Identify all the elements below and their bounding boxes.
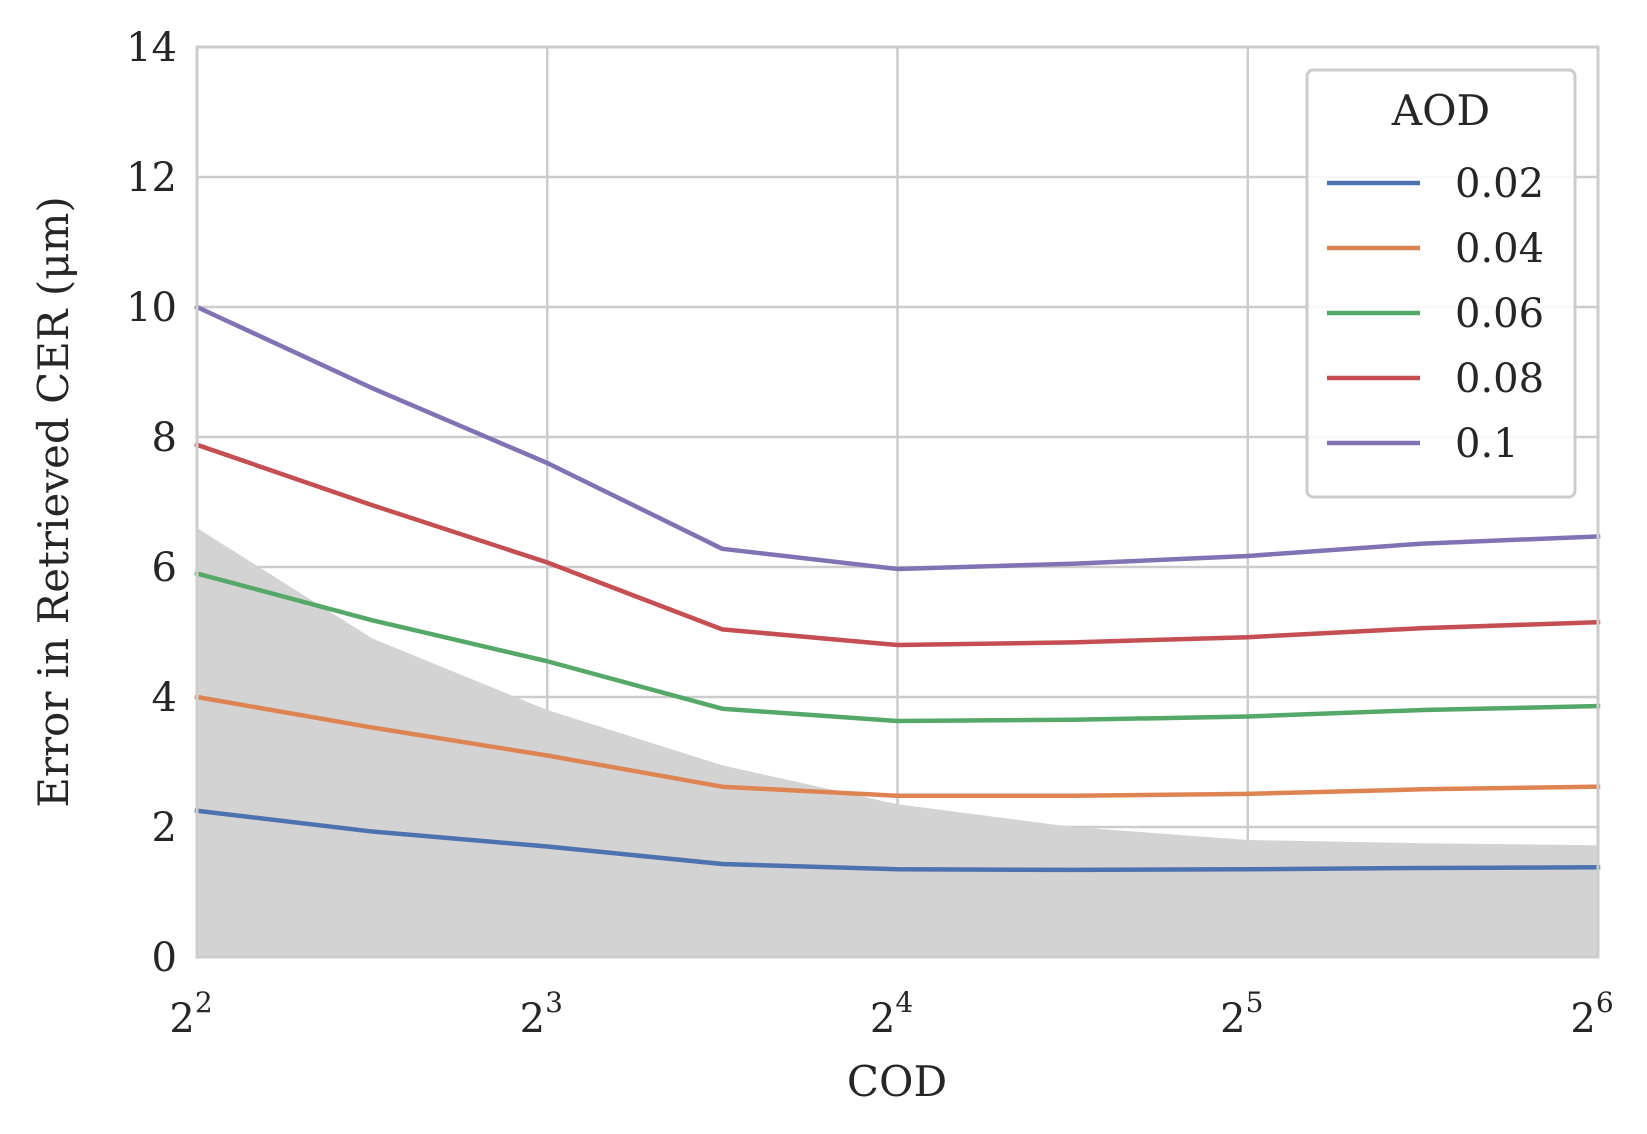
- legend-title: AOD: [1391, 86, 1490, 135]
- series-layer: [194, 304, 1601, 873]
- y-tick-label: 0: [152, 935, 177, 981]
- x-tick-label: 23: [520, 986, 563, 1042]
- legend-label: 0.04: [1455, 226, 1544, 272]
- x-tick-labels: 22 23 24 25 26: [169, 986, 1613, 1042]
- legend: AOD 0.02 0.04 0.06 0.08 0.1: [1305, 68, 1577, 499]
- y-tick-label: 10: [126, 285, 177, 331]
- legend-label: 0.06: [1455, 291, 1544, 337]
- series-line-0.1: [194, 304, 1601, 572]
- legend-label: 0.1: [1455, 421, 1519, 467]
- series-line-0.04: [194, 694, 1601, 799]
- y-tick-labels: 0 2 4 6 8 10 12 14: [126, 25, 177, 981]
- x-tick-label: 26: [1570, 986, 1613, 1042]
- y-tick-label: 4: [152, 675, 177, 721]
- legend-label: 0.08: [1455, 356, 1544, 402]
- y-tick-label: 6: [152, 545, 177, 591]
- x-tick-label: 25: [1220, 986, 1263, 1042]
- y-tick-label: 12: [126, 155, 177, 201]
- x-tick-label: 24: [870, 986, 913, 1042]
- series-line-0.06: [194, 570, 1601, 724]
- shaded-region: [197, 528, 1598, 957]
- plot-frame: [195, 45, 1600, 959]
- legend-label: 0.02: [1455, 161, 1544, 207]
- legend-frame: [1305, 68, 1577, 499]
- y-tick-label: 14: [126, 25, 177, 71]
- x-tick-label: 22: [169, 986, 212, 1042]
- series-line-0.08: [194, 441, 1601, 648]
- y-tick-label: 8: [152, 415, 177, 461]
- y-axis-label: Error in Retrieved CER (μm): [29, 196, 78, 808]
- series-line-0.02: [194, 808, 1601, 873]
- shaded-region-layer: [197, 528, 1598, 957]
- x-axis-label: COD: [847, 1057, 947, 1106]
- legend-items: 0.02 0.04 0.06 0.08 0.1: [1327, 161, 1544, 467]
- y-tick-label: 2: [152, 805, 177, 851]
